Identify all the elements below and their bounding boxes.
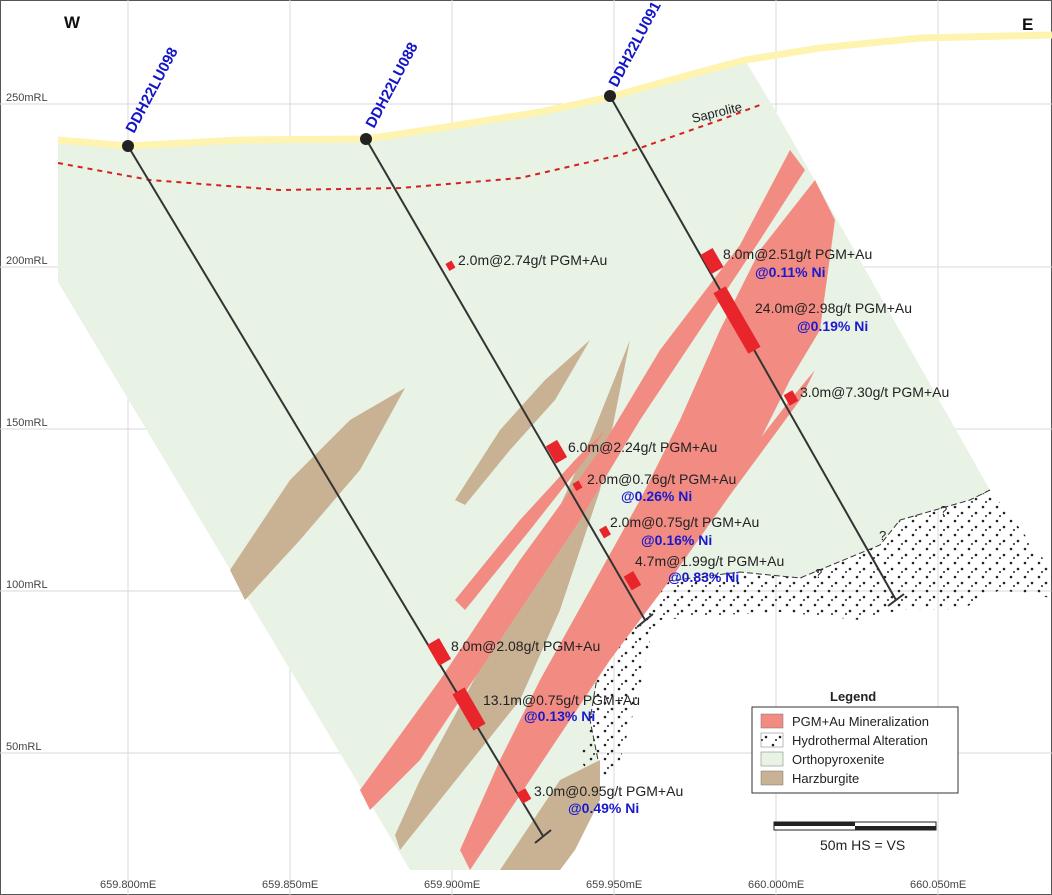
intercept-label-10: 13.1m@0.75g/t PGM+Au bbox=[483, 692, 640, 708]
uncertain-boundary-mark-3: ? bbox=[815, 566, 822, 581]
intercept-label-4: 3.0m@7.30g/t PGM+Au bbox=[800, 384, 949, 400]
hydrothermal-alteration-zone bbox=[580, 490, 1052, 790]
legend-title: Legend bbox=[830, 689, 876, 704]
saprolite-base-line bbox=[57, 104, 761, 192]
intercept-ni-2: @0.11% Ni bbox=[755, 264, 825, 280]
legend-swatch-mineralization bbox=[760, 713, 784, 729]
legend-swatch-harzburgite bbox=[760, 770, 784, 786]
uncertain-boundary-mark-1: ? bbox=[879, 528, 886, 543]
intercept-label-8: 4.7m@1.99g/t PGM+Au bbox=[635, 553, 784, 569]
intercept-label-7: 2.0m@0.75g/t PGM+Au bbox=[610, 514, 759, 530]
easting-label-2: 659.850mE bbox=[262, 879, 318, 891]
intercept-ni-6: @0.26% Ni bbox=[621, 488, 692, 504]
harzburgite-band-main bbox=[395, 340, 630, 850]
intercept-label-3: 24.0m@2.98g/t PGM+Au bbox=[755, 300, 912, 316]
harzburgite-lens-west bbox=[230, 388, 405, 600]
easting-label-3: 659.900mE bbox=[424, 879, 480, 891]
intercept-ni-8: @0.83% Ni bbox=[668, 569, 739, 585]
intercept-ni-7: @0.16% Ni bbox=[641, 532, 712, 548]
legend: Legend PGM+Au Mineralization Hydrotherma… bbox=[751, 689, 959, 794]
intercept-ni-10: @0.13% Ni bbox=[524, 708, 595, 724]
intercept-label-5: 6.0m@2.24g/t PGM+Au bbox=[568, 439, 717, 455]
intercept-ni-3: @0.19% Ni bbox=[797, 318, 868, 334]
mineralization-band-lower bbox=[460, 180, 835, 870]
elevation-label-250: 250mRL bbox=[6, 92, 48, 104]
intercept-label-9: 8.0m@2.08g/t PGM+Au bbox=[451, 638, 600, 654]
legend-label-4: Harzburgite bbox=[792, 771, 859, 786]
elevation-label-200: 200mRL bbox=[6, 255, 48, 267]
compass-east: E bbox=[1022, 15, 1033, 34]
harzburgite-lens-center bbox=[455, 340, 590, 505]
easting-label-5: 660.000mE bbox=[748, 879, 804, 891]
scale-bar-label: 50m HS = VS bbox=[820, 837, 905, 853]
legend-swatch-orthopyroxenite bbox=[760, 751, 784, 767]
easting-label-4: 659.950mE bbox=[586, 879, 642, 891]
uncertain-boundary-mark-2: ? bbox=[940, 503, 947, 518]
easting-label-6: 660.050mE bbox=[910, 879, 966, 891]
easting-label-1: 659.800mE bbox=[100, 879, 156, 891]
legend-label-3: Orthopyroxenite bbox=[792, 752, 885, 767]
legend-swatch-alteration bbox=[760, 732, 784, 748]
intercept-label-1: 2.0m@2.74g/t PGM+Au bbox=[458, 252, 607, 268]
elevation-label-150: 150mRL bbox=[6, 417, 48, 429]
intercept-label-11: 3.0m@0.95g/t PGM+Au bbox=[534, 783, 683, 799]
intercept-label-6: 2.0m@0.76g/t PGM+Au bbox=[587, 471, 736, 487]
mineralization-band-thin bbox=[455, 430, 605, 610]
intercept-markers bbox=[426, 247, 799, 804]
intercept-ni-11: @0.49% Ni bbox=[568, 800, 639, 816]
elevation-label-50: 50mRL bbox=[6, 741, 41, 753]
intercept-label-2: 8.0m@2.51g/t PGM+Au bbox=[723, 246, 872, 262]
legend-label-2: Hydrothermal Alteration bbox=[792, 733, 928, 748]
mineralization-band-upper bbox=[360, 150, 805, 810]
mineralization-band-east bbox=[600, 370, 815, 660]
elevation-label-100: 100mRL bbox=[6, 579, 48, 591]
topographic-surface bbox=[57, 31, 1052, 150]
compass-west: W bbox=[64, 13, 81, 32]
legend-label-1: PGM+Au Mineralization bbox=[792, 714, 929, 729]
scale-bar: 50m HS = VS bbox=[773, 821, 937, 853]
harzburgite-band-south bbox=[500, 760, 600, 870]
